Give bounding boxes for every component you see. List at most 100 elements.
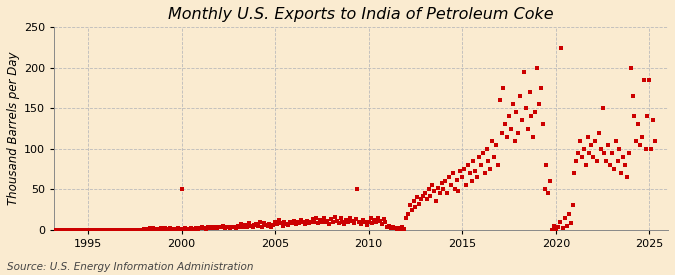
Point bbox=[556, 45, 567, 50]
Point bbox=[227, 224, 238, 229]
Point bbox=[58, 228, 69, 232]
Point bbox=[96, 228, 107, 232]
Point bbox=[515, 94, 526, 98]
Point bbox=[126, 228, 136, 232]
Point bbox=[410, 205, 421, 209]
Point bbox=[543, 191, 554, 196]
Point bbox=[55, 228, 65, 232]
Point bbox=[443, 175, 454, 179]
Point bbox=[631, 139, 642, 143]
Point bbox=[612, 159, 623, 163]
Point bbox=[434, 191, 445, 196]
Point bbox=[401, 215, 412, 220]
Point bbox=[303, 221, 314, 226]
Point bbox=[215, 225, 226, 230]
Point bbox=[285, 220, 296, 225]
Point bbox=[313, 221, 323, 226]
Point bbox=[448, 171, 458, 175]
Point bbox=[159, 226, 170, 230]
Point bbox=[154, 227, 165, 231]
Point bbox=[84, 228, 95, 232]
Point bbox=[566, 221, 576, 226]
Point bbox=[124, 228, 134, 232]
Point bbox=[569, 171, 580, 175]
Point bbox=[578, 147, 589, 151]
Point bbox=[620, 163, 630, 167]
Y-axis label: Thousand Barrels per Day: Thousand Barrels per Day bbox=[7, 52, 20, 205]
Point bbox=[171, 226, 182, 231]
Point bbox=[200, 226, 211, 231]
Point bbox=[70, 228, 80, 232]
Point bbox=[539, 187, 550, 191]
Point bbox=[329, 214, 340, 219]
Point bbox=[341, 218, 352, 222]
Point bbox=[144, 226, 155, 230]
Point bbox=[365, 216, 376, 221]
Point bbox=[564, 211, 574, 216]
Point bbox=[629, 114, 640, 119]
Point bbox=[120, 228, 131, 232]
Point bbox=[416, 197, 427, 201]
Title: Monthly U.S. Exports to India of Petroleum Coke: Monthly U.S. Exports to India of Petrole… bbox=[168, 7, 554, 22]
Point bbox=[165, 226, 176, 230]
Point bbox=[47, 228, 58, 232]
Point bbox=[270, 220, 281, 225]
Point bbox=[547, 228, 558, 232]
Point bbox=[492, 163, 503, 167]
Text: Source: U.S. Energy Information Administration: Source: U.S. Energy Information Administ… bbox=[7, 262, 253, 272]
Point bbox=[640, 147, 651, 151]
Point bbox=[283, 223, 294, 227]
Point bbox=[327, 220, 338, 225]
Point bbox=[509, 139, 520, 143]
Point bbox=[300, 222, 310, 226]
Point bbox=[532, 65, 543, 70]
Point bbox=[632, 122, 643, 127]
Point bbox=[208, 226, 219, 230]
Point bbox=[137, 228, 148, 232]
Point bbox=[196, 225, 207, 230]
Point bbox=[281, 222, 292, 226]
Point bbox=[595, 147, 606, 151]
Point bbox=[520, 106, 531, 111]
Point bbox=[384, 224, 395, 228]
Point bbox=[644, 78, 655, 82]
Point bbox=[86, 228, 97, 232]
Point bbox=[533, 102, 544, 106]
Point bbox=[65, 228, 76, 232]
Point bbox=[451, 177, 462, 182]
Point bbox=[373, 215, 383, 220]
Point bbox=[277, 224, 288, 228]
Point bbox=[354, 219, 364, 224]
Point bbox=[53, 228, 63, 232]
Point bbox=[186, 226, 196, 230]
Point bbox=[567, 203, 578, 208]
Point bbox=[262, 224, 273, 228]
Point bbox=[508, 102, 518, 106]
Point bbox=[487, 139, 497, 143]
Point bbox=[502, 134, 512, 139]
Point bbox=[72, 228, 82, 232]
Point bbox=[601, 159, 612, 163]
Point bbox=[408, 199, 419, 204]
Point bbox=[446, 183, 456, 188]
Point bbox=[605, 163, 616, 167]
Point bbox=[236, 222, 247, 226]
Point bbox=[324, 222, 335, 226]
Point bbox=[337, 219, 348, 224]
Point bbox=[436, 181, 447, 185]
Point bbox=[172, 226, 183, 230]
Point bbox=[369, 218, 379, 222]
Point bbox=[193, 227, 204, 231]
Point bbox=[524, 90, 535, 94]
Point bbox=[541, 163, 552, 167]
Point bbox=[229, 225, 240, 229]
Point bbox=[223, 225, 234, 230]
Point bbox=[331, 219, 342, 223]
Point bbox=[634, 142, 645, 147]
Point bbox=[584, 151, 595, 155]
Point bbox=[464, 171, 475, 175]
Point bbox=[397, 225, 408, 230]
Point bbox=[442, 191, 453, 196]
Point bbox=[389, 226, 400, 230]
Point bbox=[240, 223, 250, 227]
